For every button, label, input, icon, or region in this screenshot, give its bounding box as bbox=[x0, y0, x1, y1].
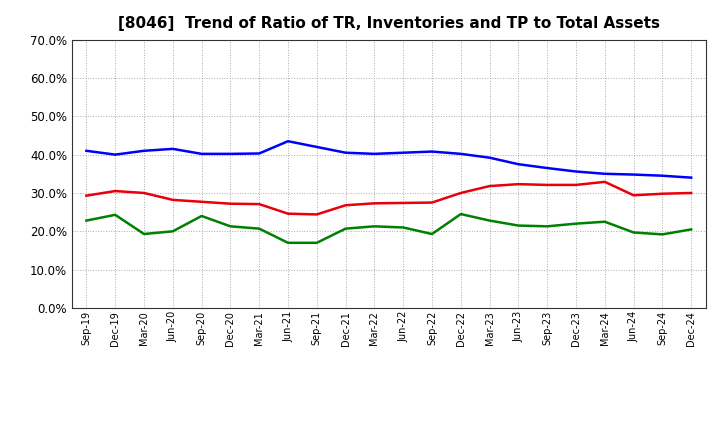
Trade Receivables bbox=[428, 200, 436, 205]
Inventories bbox=[140, 148, 148, 154]
Trade Receivables bbox=[197, 199, 206, 205]
Inventories bbox=[255, 151, 264, 156]
Trade Receivables bbox=[543, 182, 552, 187]
Trade Receivables bbox=[312, 212, 321, 217]
Inventories bbox=[658, 173, 667, 178]
Trade Receivables bbox=[514, 182, 523, 187]
Trade Payables bbox=[370, 224, 379, 229]
Title: [8046]  Trend of Ratio of TR, Inventories and TP to Total Assets: [8046] Trend of Ratio of TR, Inventories… bbox=[118, 16, 660, 32]
Inventories bbox=[600, 171, 609, 176]
Inventories bbox=[312, 144, 321, 150]
Line: Trade Receivables: Trade Receivables bbox=[86, 182, 691, 214]
Trade Receivables bbox=[370, 201, 379, 206]
Trade Payables bbox=[168, 229, 177, 234]
Trade Receivables bbox=[82, 193, 91, 198]
Trade Payables bbox=[312, 240, 321, 246]
Inventories bbox=[572, 169, 580, 174]
Inventories bbox=[197, 151, 206, 157]
Trade Payables bbox=[572, 221, 580, 226]
Trade Receivables bbox=[111, 188, 120, 194]
Inventories bbox=[168, 146, 177, 151]
Trade Payables bbox=[456, 211, 465, 216]
Trade Receivables bbox=[341, 202, 350, 208]
Trade Payables bbox=[399, 225, 408, 230]
Trade Receivables bbox=[284, 211, 292, 216]
Inventories bbox=[82, 148, 91, 154]
Trade Payables bbox=[341, 226, 350, 231]
Trade Payables bbox=[543, 224, 552, 229]
Trade Receivables bbox=[600, 179, 609, 184]
Trade Payables bbox=[255, 226, 264, 231]
Inventories bbox=[111, 152, 120, 157]
Trade Payables bbox=[485, 218, 494, 223]
Trade Payables bbox=[600, 219, 609, 224]
Trade Payables bbox=[197, 213, 206, 219]
Trade Payables bbox=[687, 227, 696, 232]
Inventories bbox=[456, 151, 465, 157]
Inventories bbox=[226, 151, 235, 157]
Inventories bbox=[399, 150, 408, 155]
Inventories bbox=[687, 175, 696, 180]
Trade Receivables bbox=[456, 191, 465, 196]
Trade Receivables bbox=[658, 191, 667, 196]
Trade Payables bbox=[428, 231, 436, 237]
Trade Receivables bbox=[168, 197, 177, 202]
Trade Payables bbox=[284, 240, 292, 246]
Line: Inventories: Inventories bbox=[86, 141, 691, 178]
Line: Trade Payables: Trade Payables bbox=[86, 214, 691, 243]
Trade Receivables bbox=[255, 202, 264, 207]
Trade Payables bbox=[140, 231, 148, 237]
Trade Payables bbox=[226, 224, 235, 229]
Inventories bbox=[341, 150, 350, 155]
Trade Receivables bbox=[399, 200, 408, 205]
Trade Payables bbox=[629, 230, 638, 235]
Trade Payables bbox=[82, 218, 91, 223]
Inventories bbox=[514, 161, 523, 167]
Trade Payables bbox=[111, 212, 120, 217]
Trade Receivables bbox=[140, 191, 148, 196]
Trade Payables bbox=[514, 223, 523, 228]
Trade Receivables bbox=[687, 191, 696, 196]
Inventories bbox=[485, 155, 494, 160]
Trade Payables bbox=[658, 232, 667, 237]
Trade Receivables bbox=[629, 193, 638, 198]
Inventories bbox=[284, 139, 292, 144]
Inventories bbox=[543, 165, 552, 171]
Trade Receivables bbox=[485, 183, 494, 189]
Trade Receivables bbox=[226, 201, 235, 206]
Trade Receivables bbox=[572, 182, 580, 187]
Inventories bbox=[629, 172, 638, 177]
Inventories bbox=[428, 149, 436, 154]
Inventories bbox=[370, 151, 379, 157]
